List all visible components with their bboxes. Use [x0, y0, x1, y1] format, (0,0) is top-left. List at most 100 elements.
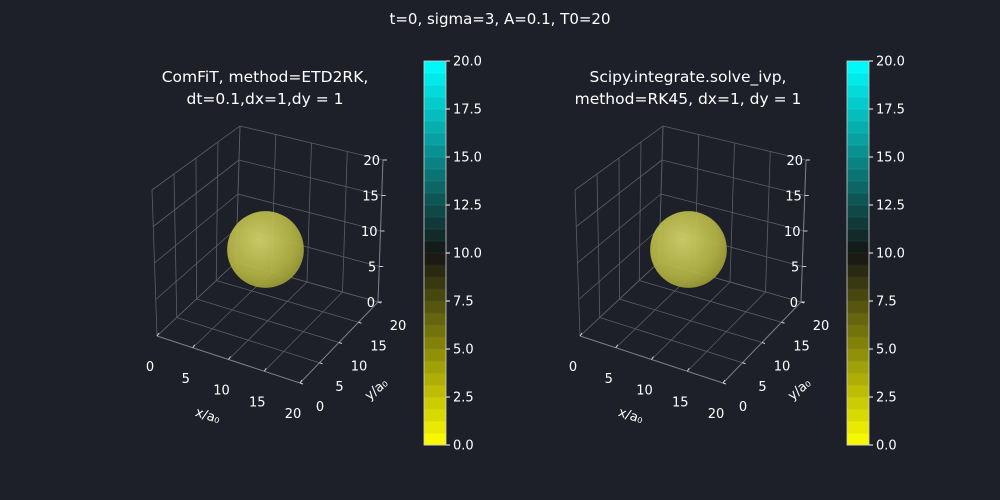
- x-tick-mark: [156, 332, 160, 337]
- colorbar-band: [847, 385, 869, 398]
- colorbar-band: [424, 193, 446, 206]
- colorbar-band: [424, 253, 446, 266]
- right-wall-gridline-x: [729, 142, 735, 283]
- y-tick-label: 10: [774, 360, 791, 375]
- colorbar-band: [847, 85, 869, 98]
- colorbar-band: [424, 229, 446, 242]
- z-tick-label: 15: [785, 190, 802, 205]
- x-tick-mark: [299, 379, 303, 384]
- colorbar-band: [847, 397, 869, 410]
- x-tick-mark: [686, 367, 690, 372]
- colorbar-tick-label: 17.5: [453, 103, 482, 118]
- y-tick-label: 20: [813, 319, 830, 334]
- x-tick-label: 20: [285, 407, 302, 422]
- colorbar-tick-label: 10.0: [876, 247, 905, 262]
- x-tick-mark: [228, 356, 231, 360]
- colorbar-band: [424, 301, 446, 314]
- right-3d-panel: Scipy.integrate.solve_ivp, method=RK45, d…: [569, 55, 905, 454]
- y-tick-label: 15: [793, 339, 810, 354]
- colorbar-band: [847, 61, 869, 74]
- colorbar-tick-label: 7.5: [876, 295, 897, 310]
- colorbar-band: [424, 397, 446, 410]
- colorbar-band: [424, 157, 446, 170]
- left-wall-gridline-y: [638, 141, 642, 281]
- left-wall-gridline-y: [195, 157, 197, 300]
- colorbar-band: [424, 133, 446, 146]
- colorbar-band: [424, 265, 446, 278]
- colorbar-band: [847, 313, 869, 326]
- right-wall-gridline-x: [765, 151, 771, 293]
- right-wall-gridline-x: [306, 142, 312, 283]
- x-tick-mark: [192, 344, 196, 349]
- right-wall-gridline-z: [238, 159, 382, 196]
- panel-title-line: Scipy.integrate.solve_ivp,: [590, 68, 787, 87]
- colorbar-band: [847, 109, 869, 122]
- colorbar-tick-label: 10.0: [453, 247, 482, 262]
- colorbar-tick-label: 0.0: [876, 439, 897, 454]
- y-tick-label: 5: [335, 380, 343, 395]
- floor-gridline-y: [196, 298, 340, 343]
- colorbar-band: [424, 277, 446, 290]
- colorbar-tick-label: 7.5: [453, 295, 474, 310]
- z-tick-label: 10: [361, 225, 378, 240]
- z-tick-label: 5: [791, 261, 799, 276]
- colorbar-band: [424, 433, 446, 446]
- z-tick-label: 5: [368, 261, 376, 276]
- sphere-surface: [227, 211, 304, 288]
- colorbar-tick-label: 20.0: [453, 55, 482, 70]
- y-tick-mark: [299, 382, 304, 385]
- colorbar-band: [847, 193, 869, 206]
- colorbar-band: [847, 325, 869, 338]
- x-tick-label: 0: [569, 360, 577, 375]
- left-wall-gridline-z: [151, 125, 241, 191]
- colorbar-band: [424, 85, 446, 98]
- x-axis-label: x/a₀: [193, 405, 222, 427]
- y-tick-mark: [722, 382, 727, 385]
- right-wall-gridline-z: [239, 125, 384, 161]
- y-tick-label: 10: [351, 360, 368, 375]
- colorbar-band: [424, 325, 446, 338]
- colorbar-band: [847, 133, 869, 146]
- colorbar: 0.0 2.5 5.0 7.5 10.0 12.5 15.0 17.5 20.0: [846, 55, 905, 454]
- sphere-surface: [650, 211, 727, 288]
- colorbar-band: [847, 181, 869, 194]
- colorbar-tick-label: 0.0: [453, 439, 474, 454]
- colorbar-tick-label: 2.5: [876, 391, 897, 406]
- y-axis-label: y/a₀: [362, 376, 391, 404]
- x-tick-mark: [651, 356, 654, 360]
- x-tick-mark: [263, 367, 267, 372]
- colorbar-tick-label: 12.5: [876, 199, 905, 214]
- y-tick-mark: [338, 342, 343, 344]
- floor-gridline-y: [639, 280, 782, 323]
- colorbar-band: [424, 241, 446, 254]
- x-tick-mark: [615, 344, 619, 349]
- colorbar-band: [847, 121, 869, 134]
- colorbar-band: [424, 169, 446, 182]
- z-tick-label: 20: [363, 154, 380, 169]
- right-wall-gridline-x: [342, 151, 348, 293]
- panel-title-line: ComFiT, method=ETD2RK,: [162, 68, 369, 86]
- colorbar-band: [847, 73, 869, 86]
- colorbar-band: [847, 157, 869, 170]
- colorbar-band: [424, 61, 446, 74]
- colorbar-band: [424, 349, 446, 362]
- colorbar-band: [424, 373, 446, 386]
- colorbar-band: [424, 121, 446, 134]
- floor-gridline-x: [686, 291, 766, 372]
- colorbar-band: [424, 361, 446, 374]
- colorbar-band: [847, 337, 869, 350]
- colorbar-band: [847, 301, 869, 314]
- colorbar-band: [847, 349, 869, 362]
- colorbar-tick-label: 17.5: [876, 103, 905, 118]
- z-tick-label: 0: [367, 296, 375, 311]
- colorbar: 0.0 2.5 5.0 7.5 10.0 12.5 15.0 17.5 20.0: [423, 55, 482, 454]
- y-tick-mark: [742, 362, 746, 365]
- left-wall-gridline-y: [215, 141, 219, 281]
- floor-gridline-y: [216, 280, 359, 323]
- colorbar-band: [847, 421, 869, 434]
- colorbar-band: [847, 409, 869, 422]
- colorbar-tick-label: 12.5: [453, 199, 482, 214]
